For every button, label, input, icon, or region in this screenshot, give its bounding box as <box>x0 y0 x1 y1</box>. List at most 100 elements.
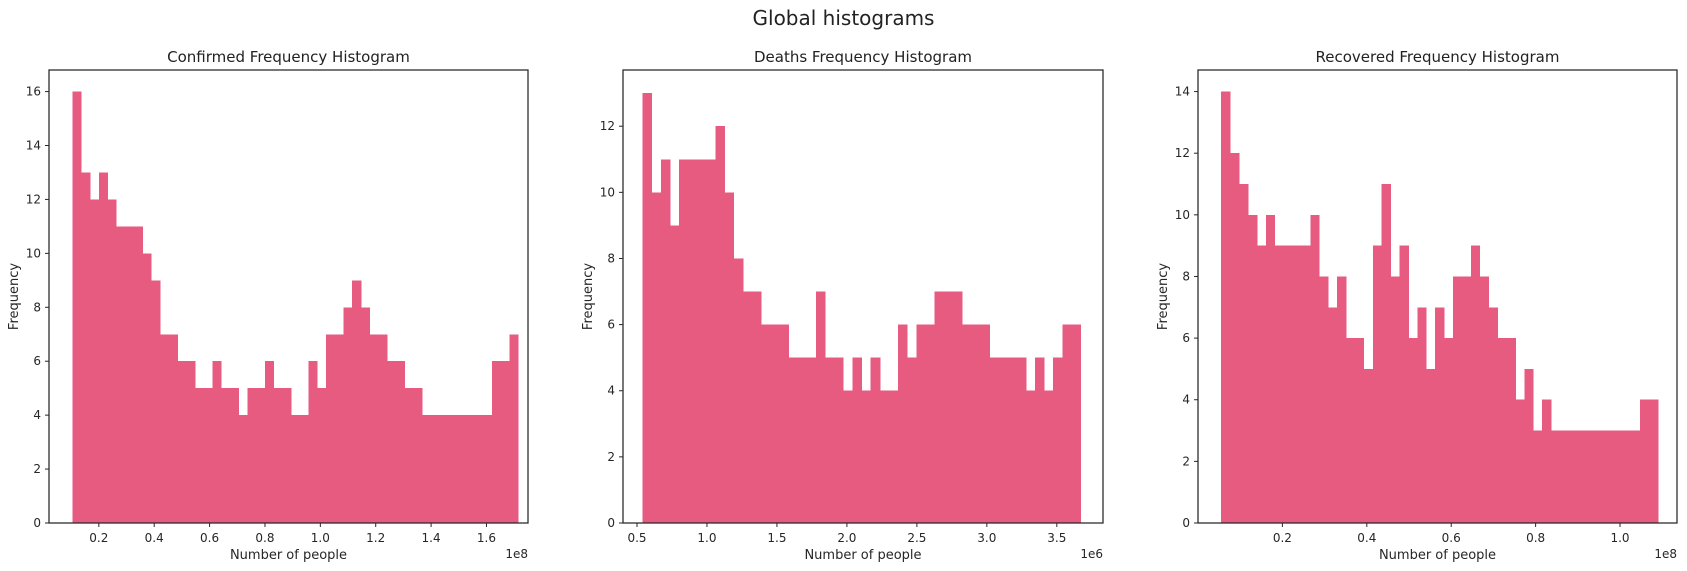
histogram-bar <box>1247 214 1258 523</box>
histogram-bar <box>752 291 762 523</box>
histogram-bar <box>961 324 972 523</box>
histogram-bar <box>404 388 414 523</box>
histogram-bar <box>273 388 283 523</box>
histogram-bar <box>1622 430 1632 523</box>
histogram-bar <box>815 291 826 523</box>
histogram-bar <box>688 159 698 523</box>
axes-title: Recovered Frequency Histogram <box>1316 48 1560 66</box>
x-tick-label: 0.2 <box>1273 531 1292 545</box>
histogram-bar <box>474 415 484 523</box>
histogram-bar <box>1301 245 1311 523</box>
histogram-0: 0.2 0.4 0.6 0.8 1.0 1.2 1.4 1.6 0 2 4 6 8 10 12 14 16 Con… <box>7 48 529 563</box>
x-tick-label: 0.8 <box>255 531 274 545</box>
histogram-bar <box>1435 307 1445 523</box>
histogram-bar <box>715 126 726 524</box>
histogram-bar <box>282 388 292 523</box>
y-axis-label: Frequency <box>581 263 596 330</box>
histogram-bar <box>334 334 344 523</box>
histogram-bar <box>706 159 716 523</box>
axes-frame <box>622 69 1104 524</box>
histogram-bar <box>1363 368 1374 523</box>
histogram-bar <box>247 388 257 523</box>
histogram-bar <box>1274 245 1285 523</box>
histogram-bar <box>651 192 662 523</box>
histogram-bar <box>1071 324 1082 523</box>
y-tick-label: 10 <box>600 185 615 199</box>
x-tick-label: 1.0 <box>311 531 330 545</box>
histogram-bar <box>761 324 771 523</box>
histogram-bar <box>448 415 458 523</box>
y-tick-label: 0 <box>33 516 41 530</box>
histogram-bar <box>998 357 1009 523</box>
histogram-bar <box>733 258 744 523</box>
y-tick-label: 0 <box>1182 516 1190 530</box>
histogram-bar <box>1265 214 1276 523</box>
histogram-bar <box>81 172 91 523</box>
x-offset-text: 1e8 <box>505 547 528 561</box>
histogram-bar <box>186 361 196 523</box>
histogram-bar <box>124 226 135 523</box>
histogram-bar <box>934 291 945 523</box>
histogram-bar <box>1613 430 1623 523</box>
y-tick-label: 8 <box>33 300 41 314</box>
x-tick-label: 0.4 <box>145 531 164 545</box>
histogram-bar <box>797 357 808 523</box>
histogram-bar <box>770 324 780 523</box>
histogram-bar <box>1381 184 1391 524</box>
histogram-bar <box>1461 276 1472 523</box>
y-tick-label: 14 <box>1175 85 1190 99</box>
x-tick-label: 2.5 <box>907 531 926 545</box>
histogram-bar <box>1640 399 1650 523</box>
histogram-bar <box>907 357 917 523</box>
histogram-bar <box>724 192 735 523</box>
histogram-bar <box>1524 368 1534 523</box>
histogram-bar <box>387 361 397 523</box>
y-tick-label: 4 <box>1182 393 1190 407</box>
y-tick-label: 8 <box>1182 269 1190 283</box>
x-tick-label: 1.0 <box>697 531 716 545</box>
histogram-bar <box>1426 368 1436 523</box>
histogram-bar <box>1586 430 1597 523</box>
histogram-bar <box>1568 430 1579 523</box>
histogram-bar <box>879 390 890 523</box>
y-tick-label: 6 <box>607 318 615 332</box>
x-tick-label: 0.6 <box>1442 531 1461 545</box>
y-tick-label: 6 <box>1182 331 1190 345</box>
y-tick-label: 0 <box>607 516 615 530</box>
histogram-bar <box>72 91 82 524</box>
histogram-bar <box>1506 338 1516 523</box>
histogram-bar <box>229 388 240 523</box>
y-tick-label: 16 <box>26 85 41 99</box>
axes-frame <box>1197 69 1678 524</box>
histogram-bar <box>1292 245 1302 523</box>
histogram-bar <box>679 159 689 523</box>
histogram-bar <box>1044 390 1054 523</box>
axes-title: Confirmed Frequency Histogram <box>167 48 410 66</box>
histogram-bar <box>238 415 248 523</box>
y-tick-label: 4 <box>607 384 615 398</box>
y-tick-label: 8 <box>607 251 615 265</box>
histogram-bar <box>1319 276 1329 523</box>
histogram-bar <box>413 388 423 523</box>
histogram-bar <box>943 291 954 523</box>
histogram-bar <box>1230 153 1240 523</box>
histogram-bar <box>1551 430 1561 523</box>
histogram-bar <box>1399 245 1409 523</box>
histogram-bar <box>806 357 817 523</box>
histogram-bar <box>1444 338 1454 523</box>
histogram-bar <box>1533 430 1543 523</box>
x-axis-label: Number of people <box>804 548 921 563</box>
x-tick-label: 1.5 <box>767 531 786 545</box>
histogram-bar <box>317 388 327 523</box>
y-tick-label: 2 <box>33 462 41 476</box>
histogram-bar <box>1452 276 1463 523</box>
histogram-bar <box>1604 430 1614 523</box>
histogram-1: 0.5 1.0 1.5 2.0 2.5 3.0 3.5 0 2 4 6 8 10 12 Deaths Fre… <box>581 48 1104 563</box>
histogram-bar <box>343 307 353 523</box>
histogram-bar <box>1256 245 1267 523</box>
histogram-bar <box>660 159 671 523</box>
histogram-bar <box>142 253 152 523</box>
histogram-bar <box>177 361 187 523</box>
x-offset-text: 1e6 <box>1080 547 1103 561</box>
histogram-bar <box>291 415 301 523</box>
